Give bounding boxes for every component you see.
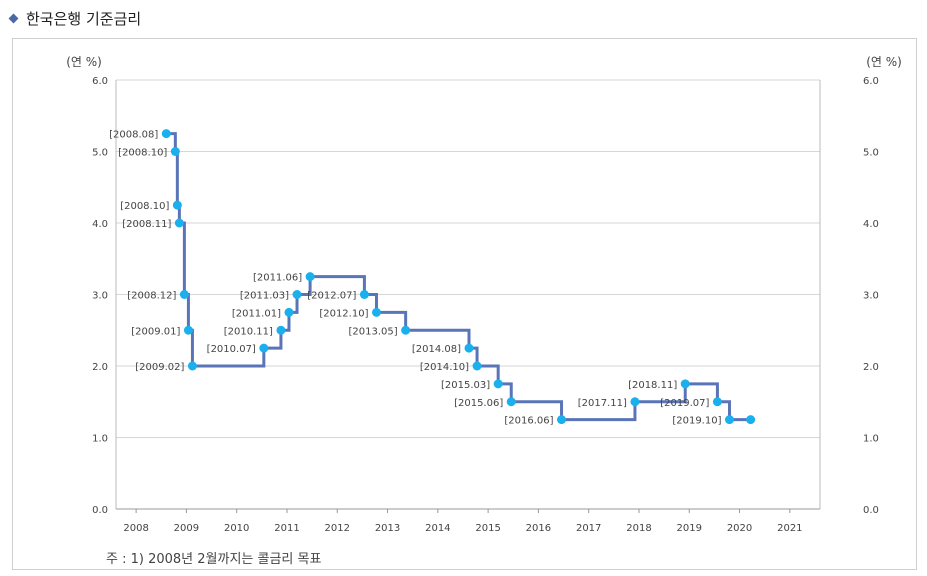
x-tick-label: 2012 [325, 523, 350, 534]
y-tick-label-left: 5.0 [92, 148, 108, 159]
data-point [172, 200, 182, 210]
data-label: [2016.06] [504, 416, 553, 427]
x-tick-label: 2014 [425, 523, 450, 534]
data-label: [2011.01] [232, 308, 281, 319]
x-tick-label: 2008 [123, 523, 148, 534]
data-label: [2018.11] [628, 380, 677, 391]
data-label: [2010.07] [207, 344, 256, 355]
data-label: [2015.03] [441, 380, 490, 391]
x-tick-label: 2010 [224, 523, 249, 534]
data-label: [2011.03] [240, 291, 289, 302]
x-tick-label: 2020 [727, 523, 752, 534]
data-label: [2014.10] [420, 362, 469, 373]
data-point [506, 397, 516, 407]
data-point [746, 415, 756, 425]
data-label: [2008.12] [127, 291, 176, 302]
y-tick-label-left: 0.0 [92, 505, 108, 516]
data-label: [2008.10] [118, 148, 167, 159]
data-label: [2014.08] [412, 344, 461, 355]
data-point [174, 218, 184, 228]
x-tick-label: 2011 [274, 523, 299, 534]
data-label: [2015.06] [454, 398, 503, 409]
x-tick-label: 2015 [475, 523, 500, 534]
data-point [464, 343, 474, 353]
chart-heading: 한국은행 기준금리 [8, 8, 142, 29]
data-label: [2012.10] [319, 308, 368, 319]
footnote: 주 : 1) 2008년 2월까지는 콜금리 목표 [106, 552, 322, 567]
x-tick-label: 2013 [375, 523, 400, 534]
data-label: [2012.07] [307, 291, 356, 302]
data-point [371, 307, 381, 317]
data-label: [2009.01] [131, 326, 180, 337]
y-tick-label-right: 2.0 [863, 362, 879, 373]
data-point [724, 415, 734, 425]
rate-step-line [166, 132, 751, 422]
data-point [284, 307, 294, 317]
data-point [161, 129, 171, 139]
data-point [292, 290, 302, 299]
data-point [183, 325, 193, 335]
data-point [472, 361, 482, 371]
data-point [630, 397, 640, 407]
x-tick-label: 2018 [626, 523, 651, 534]
y-tick-label-right: 6.0 [863, 76, 879, 87]
data-label: [2019.07] [660, 398, 709, 409]
y-tick-label-left: 6.0 [92, 76, 108, 87]
data-point [170, 147, 180, 156]
data-point [680, 379, 690, 389]
y-tick-label-right: 4.0 [863, 219, 879, 230]
y-tick-label-left: 3.0 [92, 291, 108, 302]
page-title: 한국은행 기준금리 [26, 10, 142, 28]
y-tick-label-right: 1.0 [863, 434, 879, 445]
data-label: [2008.11] [122, 219, 171, 230]
chart-frame [12, 38, 917, 570]
data-point [359, 290, 369, 299]
x-tick-label: 2019 [677, 523, 702, 534]
y-tick-label-right: 0.0 [863, 505, 879, 516]
y-tick-label-left: 1.0 [92, 434, 108, 445]
data-point [712, 397, 722, 407]
y-tick-label-left: 4.0 [92, 219, 108, 230]
data-label: [2008.08] [109, 130, 158, 141]
y-axis-unit-left: (연 %) [66, 55, 102, 69]
y-tick-label-right: 5.0 [863, 148, 879, 159]
x-tick-label: 2017 [576, 523, 601, 534]
data-label: [2008.10] [120, 201, 169, 212]
data-point [401, 325, 411, 335]
data-point [276, 325, 286, 335]
data-point [305, 272, 315, 282]
data-label: [2017.11] [578, 398, 627, 409]
data-point [179, 290, 189, 299]
data-point [259, 343, 269, 353]
data-label: [2013.05] [348, 326, 397, 337]
data-label: [2011.06] [253, 273, 302, 284]
x-tick-label: 2016 [526, 523, 551, 534]
data-label: [2009.02] [135, 362, 184, 373]
data-label: [2019.10] [672, 416, 721, 427]
data-point [493, 379, 503, 389]
y-tick-label-right: 3.0 [863, 291, 879, 302]
x-tick-label: 2009 [174, 523, 199, 534]
y-axis-unit-right: (연 %) [866, 55, 902, 69]
data-point [187, 361, 197, 371]
data-label: [2010.11] [224, 326, 273, 337]
x-tick-label: 2021 [777, 523, 802, 534]
y-tick-label-left: 2.0 [92, 362, 108, 373]
data-point [557, 415, 567, 425]
